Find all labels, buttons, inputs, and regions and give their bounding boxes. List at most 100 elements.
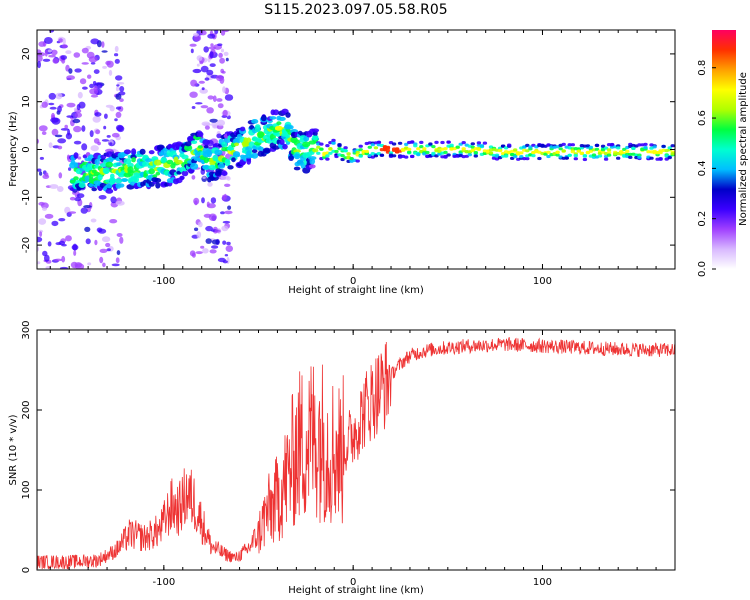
spectrogram-noise-cell	[93, 69, 100, 74]
spectrogram-cell	[397, 141, 403, 145]
spectrogram-cell	[221, 171, 228, 176]
spectrogram-cell	[116, 162, 121, 167]
spectrogram-cell	[184, 141, 192, 147]
spectrogram-cell	[443, 147, 448, 151]
spectrogram-cell	[355, 159, 360, 163]
spectrogram-noise-cell	[74, 68, 82, 73]
spectrogram-cell	[153, 159, 162, 166]
spectrogram-noise-cell	[90, 38, 100, 45]
spectrogram-noise-cell	[114, 118, 118, 122]
spectrogram-noise-cell	[90, 218, 97, 223]
spectrogram-cell	[555, 153, 560, 157]
colorbar-tick-label: 0.6	[697, 110, 708, 126]
spectrogram-cell	[537, 156, 542, 161]
spectrogram-cell	[293, 149, 301, 153]
spectrogram-cell	[340, 154, 345, 158]
spectrogram-noise-cell	[210, 197, 217, 204]
spectrogram-noise-cell	[102, 262, 106, 268]
spectrogram-noise-cell	[224, 94, 234, 101]
spectrogram-noise-cell	[81, 62, 89, 65]
snr-xtick-label: -100	[152, 577, 175, 588]
spectrogram-cell	[114, 178, 123, 184]
spectrogram-noise-cell	[93, 85, 98, 92]
spectrogram-cell	[404, 155, 409, 159]
spectrogram-noise-cell	[81, 125, 86, 132]
spectrogram-cell	[606, 150, 612, 155]
spectrogram-noise-cell	[73, 52, 81, 58]
spectrogram-cell	[148, 150, 155, 155]
spectrogram-cell	[546, 154, 551, 159]
spectrogram-cell	[591, 153, 597, 157]
spectrogram-noise-cell	[101, 139, 109, 142]
spectrogram-noise-cell	[114, 53, 119, 57]
spectrogram-noise-cell	[119, 236, 124, 244]
spectrogram-cell	[546, 150, 551, 154]
spectrogram-cell	[670, 152, 675, 156]
spectrogram-cell	[181, 154, 189, 160]
spectrogram-noise-cell	[54, 134, 63, 138]
colorbar-gradient	[712, 30, 736, 269]
spectrogram-noise-cell	[89, 83, 95, 89]
spectrogram-noise-cell	[206, 107, 214, 114]
spectrogram-cell	[131, 148, 137, 155]
spectrogram-noise-cell	[105, 148, 114, 153]
spectrogram-noise-cell	[197, 221, 203, 228]
spectrogram-cell	[379, 148, 385, 152]
spectrogram-cell	[331, 138, 336, 142]
spectrogram-cell	[467, 153, 472, 157]
spectrogram-cell	[404, 142, 409, 146]
spectrogram-cell	[606, 148, 612, 152]
spectrogram-noise-cell	[81, 143, 88, 151]
spectrogram-noise-cell	[191, 106, 196, 109]
spectrogram-cell	[154, 178, 162, 183]
spectrogram-noise-cell	[58, 38, 64, 43]
spectrogram-cell	[582, 154, 588, 158]
spectrogram-cell	[507, 143, 512, 147]
spectrogram-cell	[251, 152, 259, 159]
spectrogram-cell	[279, 139, 285, 145]
spectrogram-cell	[226, 146, 235, 151]
spectrogram-cell	[503, 154, 509, 158]
spectrogram-cell	[616, 156, 621, 160]
spectrogram-noise-cell	[61, 255, 66, 263]
spectrogram-cell	[358, 148, 363, 152]
spectrogram-cell	[123, 149, 132, 155]
spectrogram-noise-cell	[37, 55, 43, 62]
spectrogram-noise-cell	[111, 263, 120, 267]
spectrogram-noise-cell	[204, 77, 210, 81]
spectrogram-cell	[355, 150, 360, 155]
spectrogram-cell	[391, 154, 397, 158]
spectrogram-cell	[488, 151, 494, 155]
spectrogram-noise-cell	[203, 46, 209, 53]
colorbar-tick-label: 0.4	[697, 160, 708, 176]
spectrogram-noise-cell	[102, 65, 107, 69]
spectrogram-cell	[449, 143, 454, 147]
spectrogram-noise-cell	[203, 213, 212, 218]
spectrogram-noise-cell	[115, 75, 123, 81]
spectrogram-cell	[419, 140, 424, 144]
spectrogram-cell	[579, 146, 585, 150]
spectrogram-cell	[525, 157, 530, 161]
spectrogram-noise-cell	[80, 207, 88, 214]
spectrogram-noise-cell	[50, 49, 58, 56]
spectrogram-noise-cell	[37, 246, 40, 252]
spectrogram-cell	[148, 168, 155, 175]
spectrogram-noise-cell	[37, 168, 42, 172]
snr-ytick-label: 100	[21, 480, 32, 499]
spectrogram-cell	[531, 154, 536, 158]
spectrogram-xlabel: Height of straight line (km)	[288, 285, 424, 296]
spectrogram-noise-cell	[48, 102, 55, 106]
spectrogram-cell	[214, 149, 223, 156]
spectrogram-noise-cell	[216, 119, 226, 127]
spectrogram-noise-cell	[98, 228, 107, 234]
spectrogram-cell	[285, 112, 291, 118]
spectrogram-cell	[410, 154, 415, 158]
spectrogram-cell	[446, 140, 451, 144]
spectrogram-cell	[346, 152, 351, 156]
spectrogram-noise-cell	[71, 244, 79, 251]
spectrogram-noise-cell	[200, 245, 205, 249]
spectrogram-cell	[202, 139, 211, 146]
spectrogram-noise-cell	[195, 251, 203, 255]
spectrogram-cell	[643, 142, 648, 146]
